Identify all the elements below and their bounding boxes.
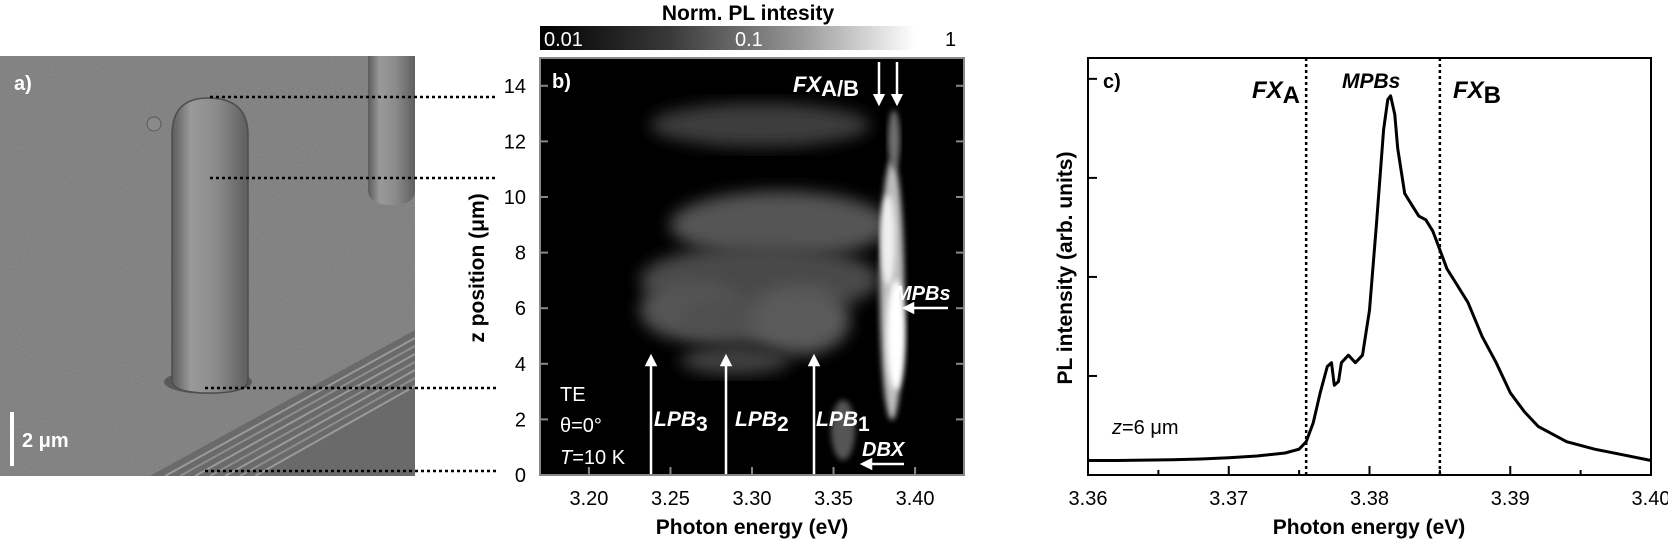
- heatmap-y-ticks: 0 2 4 6 8 10 12 14: [504, 76, 964, 487]
- colorbar: [540, 26, 915, 50]
- heatmap-x-ticks: 3.20 3.25 3.30 3.35 3.40: [569, 467, 935, 510]
- scale-bar-label: 2 μm: [22, 430, 69, 452]
- heatmap-y-tick-label: 10: [504, 187, 526, 209]
- panel-a-label: a): [14, 73, 32, 95]
- spectrum-x-tick-label: 3.39: [1491, 488, 1530, 510]
- heatmap-x-tick-label: 3.35: [814, 488, 853, 510]
- pl-spectrum-line: [1088, 94, 1652, 462]
- spectrum-plot-area: [1087, 57, 1652, 476]
- dbx-label: DBX: [862, 439, 906, 461]
- panel-c-label: c): [1103, 71, 1121, 93]
- spectrum-x-ticks: 3.36 3.37 3.38 3.39 3.40: [1069, 466, 1668, 510]
- pol-label: TE: [560, 384, 586, 406]
- colorbar-tick-low: 0.01: [544, 29, 583, 51]
- heatmap-y-tick-label: 12: [504, 131, 526, 153]
- sem-image: [0, 56, 415, 476]
- fx-ab-label: FXA/B: [793, 72, 859, 101]
- temp-label: T=10 K: [560, 447, 626, 469]
- heatmap-x-tick-label: 3.40: [896, 488, 935, 510]
- spectrum-x-tick-label: 3.36: [1069, 488, 1108, 510]
- lpb2-label: LPB2: [735, 408, 789, 436]
- heatmap-x-axis-label: Photon energy (eV): [656, 516, 849, 539]
- mpbs-label-b: MPBs: [895, 283, 951, 305]
- heatmap-y-axis-label: z position (μm): [466, 193, 489, 342]
- spectrum-x-axis-label: Photon energy (eV): [1273, 516, 1466, 539]
- panel-a: a) 2 μm: [0, 56, 498, 476]
- panel-c: c) 3.36 3.37 3.38 3.39 3.40 Photon energy (e…: [1054, 57, 1668, 539]
- lpb1-label: LPB1: [816, 408, 870, 436]
- spectrum-x-tick-label: 3.38: [1350, 488, 1389, 510]
- spectrum-y-ticks: [1088, 77, 1097, 377]
- panel-b-label: b): [552, 71, 571, 93]
- fxb-label: FXB: [1453, 77, 1501, 109]
- theta-label: θ=0°: [560, 415, 602, 437]
- spectrum-x-tick-label: 3.37: [1209, 488, 1248, 510]
- spectrum-y-axis-label: PL intensity (arb. units): [1054, 152, 1077, 385]
- heatmap-y-tick-label: 0: [515, 465, 526, 487]
- heatmap-features: [640, 103, 905, 460]
- spectrum-x-tick-label: 3.40: [1632, 488, 1668, 510]
- heatmap-y-tick-label: 4: [515, 354, 526, 376]
- heatmap-y-tick-label: 8: [515, 243, 526, 265]
- heatmap-x-tick-label: 3.25: [651, 488, 690, 510]
- heatmap-y-tick-label: 2: [515, 409, 526, 431]
- heatmap-x-tick-label: 3.20: [569, 488, 608, 510]
- heatmap-y-tick-label: 14: [504, 76, 526, 98]
- colorbar-title: Norm. PL intesity: [662, 2, 835, 25]
- lpb3-label: LPB3: [654, 408, 708, 436]
- colorbar-tick-mid: 0.1: [735, 29, 763, 51]
- colorbar-tick-high: 1: [945, 29, 956, 51]
- heatmap-x-tick-label: 3.30: [733, 488, 772, 510]
- heatmap-y-tick-label: 6: [515, 298, 526, 320]
- z-position-label: z=6 μm: [1111, 417, 1179, 439]
- pillar: [171, 97, 249, 394]
- mpbs-label-c: MPBs: [1342, 70, 1400, 93]
- panel-b: Norm. PL intesity 0.01 0.1 1 b) 3.20 3.25…: [466, 2, 965, 539]
- fxa-label: FXA: [1252, 77, 1300, 109]
